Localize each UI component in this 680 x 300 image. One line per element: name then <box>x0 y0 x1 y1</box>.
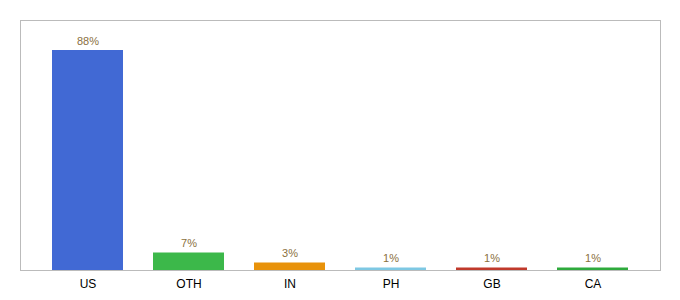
svg-text:3%: 3% <box>282 247 298 259</box>
svg-text:1%: 1% <box>585 252 601 264</box>
svg-text:US: US <box>80 277 97 291</box>
svg-text:IN: IN <box>284 277 296 291</box>
svg-text:PH: PH <box>383 277 400 291</box>
svg-text:OTH: OTH <box>176 277 201 291</box>
svg-text:CA: CA <box>585 277 602 291</box>
svg-text:88%: 88% <box>77 35 99 47</box>
svg-text:1%: 1% <box>484 252 500 264</box>
svg-text:7%: 7% <box>181 237 197 249</box>
svg-text:1%: 1% <box>383 252 399 264</box>
svg-text:GB: GB <box>483 277 500 291</box>
